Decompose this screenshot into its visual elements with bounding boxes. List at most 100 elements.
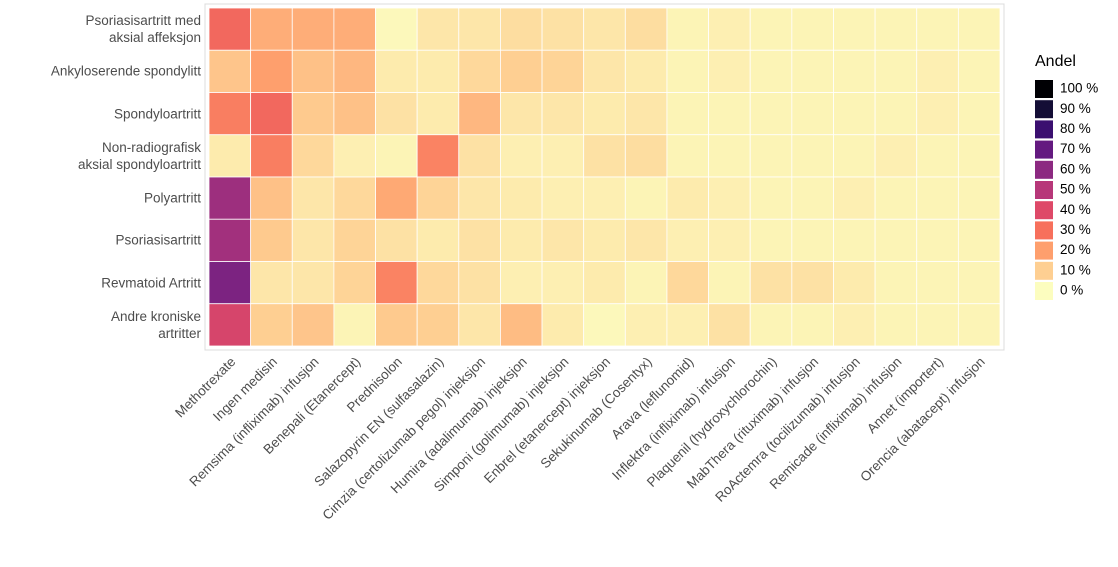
heat-cell <box>916 303 959 347</box>
heat-cell <box>624 49 668 93</box>
heat-cell <box>375 303 418 347</box>
heat-cell <box>416 303 460 347</box>
heat-cell <box>541 49 585 93</box>
heat-cell <box>874 49 918 93</box>
heat-cell <box>291 134 335 178</box>
heat-cell <box>375 261 418 305</box>
heat-cell <box>416 92 460 136</box>
heat-cell <box>583 176 626 220</box>
heat-cell <box>666 176 709 220</box>
heat-cell <box>541 134 585 178</box>
heat-cell <box>916 49 959 93</box>
heat-cell <box>416 218 460 262</box>
heat-cell <box>874 303 918 347</box>
heat-cell <box>208 261 252 305</box>
heat-cell <box>291 7 335 51</box>
heat-cell <box>291 261 335 305</box>
heat-cell <box>375 176 418 220</box>
legend-swatch <box>1035 221 1053 240</box>
heat-cell <box>749 176 793 220</box>
heat-cell <box>375 7 418 51</box>
heat-cell <box>916 92 959 136</box>
heat-cell <box>583 134 626 178</box>
heat-cell <box>583 49 626 93</box>
heat-cell <box>916 261 959 305</box>
heat-cell <box>333 49 376 93</box>
heat-cell <box>416 176 460 220</box>
legend-swatch <box>1035 80 1053 98</box>
heat-cell <box>291 49 335 93</box>
heat-cell <box>749 303 793 347</box>
heat-cell <box>333 218 376 262</box>
heat-cell <box>291 218 335 262</box>
heat-cell <box>749 218 793 262</box>
heat-cell <box>500 261 543 305</box>
heat-cell <box>624 134 668 178</box>
y-tick-label: Polyartritt <box>143 190 201 206</box>
heat-cell <box>708 261 751 305</box>
heat-cell <box>291 303 335 347</box>
heat-cell <box>583 303 626 347</box>
heat-cell <box>749 261 793 305</box>
legend-label: 80 % <box>1060 121 1091 136</box>
heat-cell <box>957 49 1001 93</box>
heat-cell <box>416 134 460 178</box>
heat-cell <box>375 134 418 178</box>
heat-cell <box>874 261 918 305</box>
heat-cell <box>957 218 1001 262</box>
x-tick-label: Annet (importert) <box>864 354 946 436</box>
heat-cell <box>833 261 876 305</box>
legend-title: Andel <box>1035 53 1076 70</box>
heat-cell <box>541 7 585 51</box>
heat-cell <box>208 303 252 347</box>
legend-swatch <box>1035 241 1053 260</box>
heat-cell <box>874 7 918 51</box>
heat-cell <box>624 303 668 347</box>
heat-cell <box>416 261 460 305</box>
heat-cell <box>708 303 751 347</box>
heat-cell <box>208 92 252 136</box>
legend-swatch <box>1035 120 1053 139</box>
heat-cell <box>500 92 543 136</box>
heat-cell <box>833 303 876 347</box>
heat-cell <box>666 134 709 178</box>
heat-cell <box>791 261 834 305</box>
heat-cell <box>250 49 293 93</box>
legend-swatch <box>1035 261 1053 280</box>
heat-cell <box>458 261 501 305</box>
heat-cell <box>375 218 418 262</box>
heat-cell <box>500 176 543 220</box>
heat-cell <box>416 49 460 93</box>
heat-cell <box>666 303 709 347</box>
heat-cell <box>333 176 376 220</box>
heat-cell <box>916 218 959 262</box>
heat-cell <box>500 7 543 51</box>
heat-cell <box>666 7 709 51</box>
heat-cell <box>957 134 1001 178</box>
heat-cell <box>250 303 293 347</box>
heat-cell <box>791 49 834 93</box>
heat-cell <box>375 92 418 136</box>
heat-cell <box>916 176 959 220</box>
legend-label: 70 % <box>1060 141 1091 156</box>
heat-cell <box>624 92 668 136</box>
heat-cell <box>250 92 293 136</box>
y-tick-label: Ankyloserende spondylitt <box>50 63 201 79</box>
heat-cell <box>708 176 751 220</box>
heat-cell <box>208 134 252 178</box>
heat-cell <box>916 7 959 51</box>
heat-cell <box>541 218 585 262</box>
heat-cell <box>458 92 501 136</box>
legend-label: 30 % <box>1060 222 1091 237</box>
heat-cell <box>208 176 252 220</box>
legend-swatch <box>1035 181 1053 199</box>
heat-cell <box>666 261 709 305</box>
heat-cell <box>333 261 376 305</box>
legend-label: 60 % <box>1060 161 1091 176</box>
heat-cell <box>957 176 1001 220</box>
y-tick-label: Psoriasisartritt med aksial affeksjon <box>85 13 201 46</box>
heat-cell <box>874 218 918 262</box>
heat-cell <box>624 7 668 51</box>
heat-cell <box>916 134 959 178</box>
